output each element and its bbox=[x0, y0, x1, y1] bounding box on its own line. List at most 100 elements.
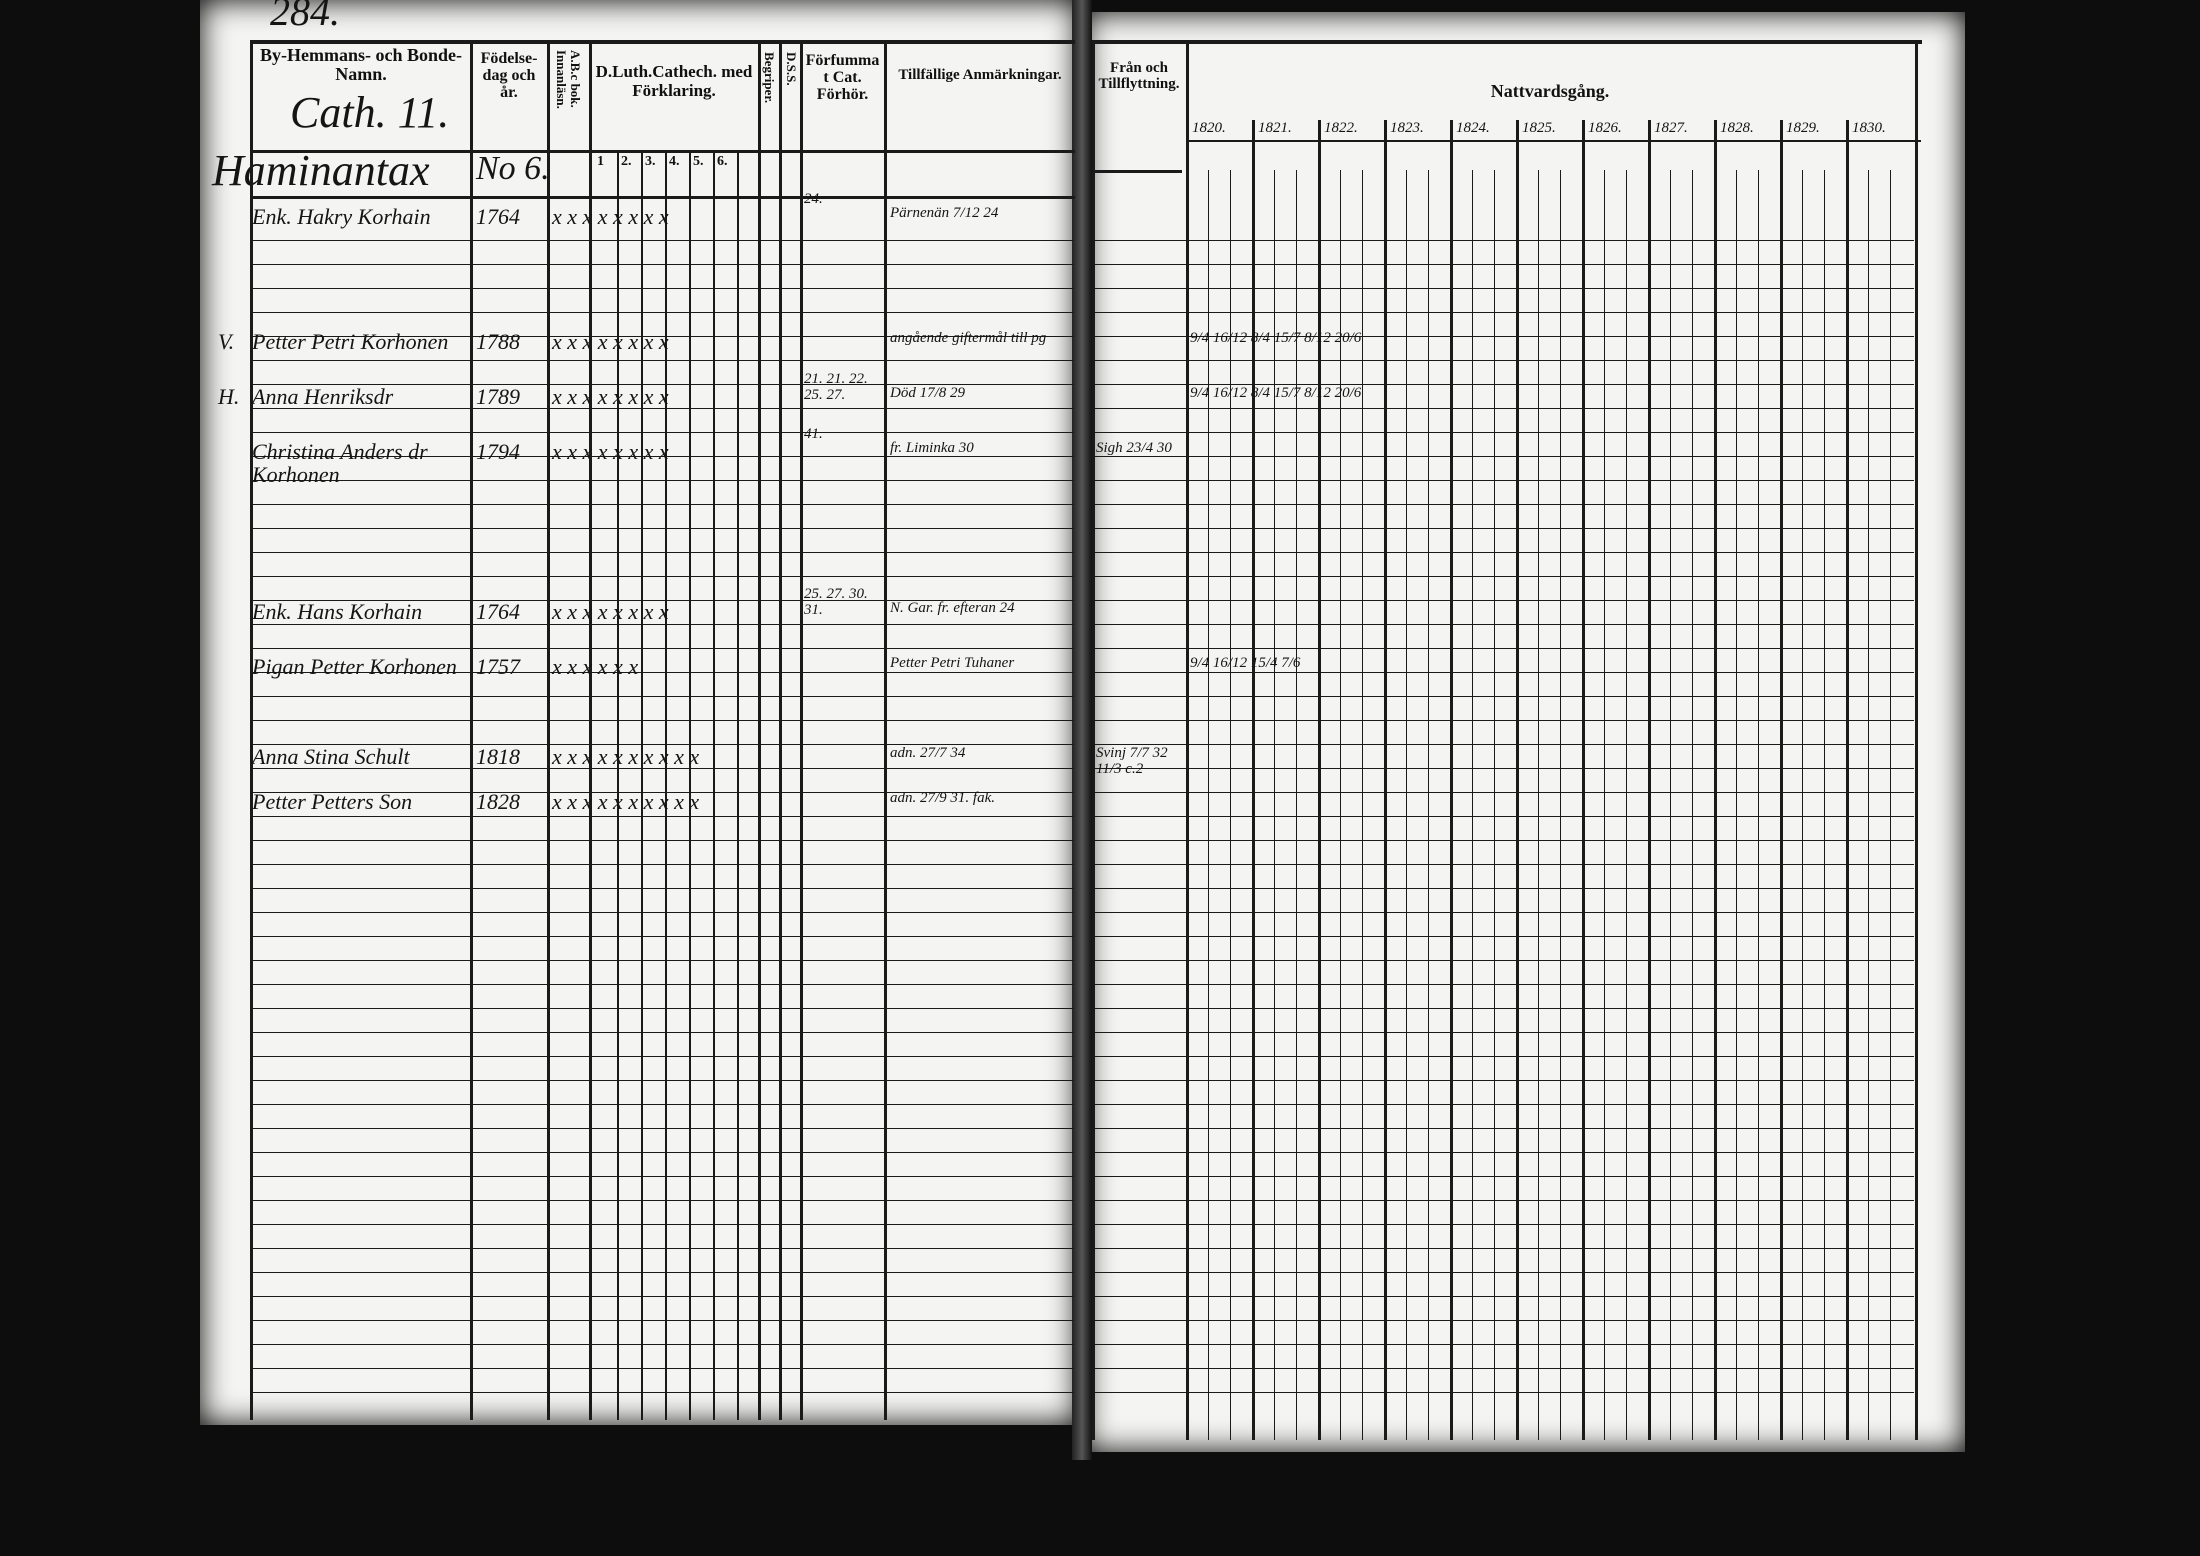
rule-line bbox=[1094, 1104, 1914, 1105]
rule-line bbox=[1094, 624, 1914, 625]
rule-line bbox=[1094, 480, 1914, 481]
rule-line bbox=[1890, 170, 1891, 1440]
rule-line bbox=[1094, 912, 1914, 913]
rule-line bbox=[1094, 1344, 1914, 1345]
catechism-marks: x x x x x x bbox=[552, 654, 639, 679]
rule-line bbox=[252, 984, 1074, 985]
year-label: 1820. bbox=[1192, 120, 1226, 136]
rule-line bbox=[1094, 528, 1914, 529]
rule-line bbox=[252, 384, 1074, 385]
year-label: 1822. bbox=[1324, 120, 1358, 136]
rule-line bbox=[252, 1128, 1074, 1129]
note-entry: Död 17/8 29 bbox=[890, 385, 965, 401]
forfum-entry: 21. 21. 22. 25. 27. bbox=[804, 371, 868, 403]
year-label: 1825. bbox=[1522, 120, 1556, 136]
rule-line bbox=[1186, 120, 1189, 1440]
rule-line bbox=[1094, 456, 1914, 457]
rule-line bbox=[252, 576, 1074, 577]
rule-line bbox=[252, 1080, 1074, 1081]
left-page bbox=[200, 0, 1078, 1425]
rule-line bbox=[1092, 40, 1095, 1440]
birth-year: 1788 bbox=[476, 329, 520, 354]
year-label: 1830. bbox=[1852, 120, 1886, 136]
rule-line bbox=[1758, 170, 1759, 1440]
rule-line bbox=[1340, 170, 1341, 1440]
right-page bbox=[1085, 12, 1965, 1452]
year-label: 1826. bbox=[1588, 120, 1622, 136]
person-name: Petter Petri Korhonen bbox=[252, 329, 449, 354]
rule-line bbox=[713, 150, 715, 1420]
rule-line bbox=[1582, 120, 1585, 1440]
rule-line bbox=[252, 408, 1074, 409]
rule-line bbox=[1252, 120, 1255, 1440]
catechism-marks: x x x x x x x x bbox=[552, 599, 669, 624]
rule-line bbox=[252, 912, 1074, 913]
rule-line bbox=[1094, 240, 1914, 241]
note-entry: adn. 27/9 31. fak. bbox=[890, 790, 995, 806]
rule-line bbox=[250, 40, 253, 1420]
rule-line bbox=[252, 936, 1074, 937]
rule-line bbox=[252, 1056, 1074, 1057]
rule-line bbox=[617, 150, 619, 1420]
header-forfum: Förfummat Cat. Förhör. bbox=[805, 52, 880, 103]
rule-line bbox=[547, 40, 550, 1420]
rule-line bbox=[1186, 140, 1921, 142]
catechism-part-label: 6. bbox=[717, 154, 728, 169]
header-name: By-Hemmans- och Bonde-Namn. bbox=[260, 45, 462, 84]
catechism-marks: x x x x x x x x x x bbox=[552, 744, 700, 769]
rule-line bbox=[1362, 170, 1363, 1440]
rule-line bbox=[884, 40, 887, 1420]
rule-line bbox=[252, 1272, 1074, 1273]
rule-line bbox=[252, 1176, 1074, 1177]
rule-line bbox=[758, 40, 761, 1420]
rule-line bbox=[1780, 120, 1783, 1440]
rule-line bbox=[252, 432, 1074, 433]
rule-line bbox=[250, 196, 1075, 199]
rule-line bbox=[1094, 264, 1914, 265]
rule-line bbox=[252, 792, 1074, 793]
rule-line bbox=[1604, 170, 1605, 1440]
rule-line bbox=[1516, 120, 1519, 1440]
rule-line bbox=[1296, 170, 1297, 1440]
rule-line bbox=[252, 264, 1074, 265]
rule-line bbox=[1094, 816, 1914, 817]
section-number: No 6. bbox=[476, 150, 550, 187]
header-catechism: D.Luth.Cathech. med Förklaring. bbox=[595, 62, 753, 100]
catechism-part-label: 3. bbox=[645, 154, 656, 169]
rule-line bbox=[252, 504, 1074, 505]
rule-line bbox=[1094, 1032, 1914, 1033]
page-number: 284. bbox=[270, 0, 340, 34]
rule-line bbox=[1450, 120, 1453, 1440]
rule-line bbox=[1868, 170, 1869, 1440]
row-prefix: H. bbox=[218, 384, 240, 409]
rule-line bbox=[252, 768, 1074, 769]
rule-line bbox=[252, 720, 1074, 721]
rule-line bbox=[250, 150, 1075, 153]
rule-line bbox=[1094, 1056, 1914, 1057]
rule-line bbox=[252, 1344, 1074, 1345]
rule-line bbox=[1494, 170, 1495, 1440]
catechism-marks: x x x x x x x x bbox=[552, 329, 669, 354]
rule-line bbox=[252, 1224, 1074, 1225]
rule-line bbox=[1714, 120, 1717, 1440]
rule-line bbox=[800, 40, 803, 1420]
note-entry: N. Gar. fr. efteran 24 bbox=[890, 600, 1015, 616]
rule-line bbox=[1094, 600, 1914, 601]
birth-year: 1789 bbox=[476, 384, 520, 409]
rule-line bbox=[1384, 120, 1387, 1440]
birth-year: 1828 bbox=[476, 789, 520, 814]
rule-line bbox=[1094, 1368, 1914, 1369]
rule-line bbox=[252, 1152, 1074, 1153]
note-entry: angående giftermål till pg bbox=[890, 330, 1047, 346]
rule-line bbox=[252, 1008, 1074, 1009]
person-name: Anna Stina Schult bbox=[252, 744, 410, 769]
rule-line bbox=[1094, 576, 1914, 577]
rule-line bbox=[252, 1392, 1074, 1393]
person-name: Anna Henriksdr bbox=[252, 384, 394, 409]
rule-line bbox=[1094, 1128, 1914, 1129]
rule-line bbox=[1094, 888, 1914, 889]
rule-line bbox=[1846, 120, 1849, 1440]
note-entry: adn. 27/7 34 bbox=[890, 745, 966, 761]
birth-year: 1794 bbox=[476, 439, 520, 464]
rule-line bbox=[779, 40, 782, 1420]
